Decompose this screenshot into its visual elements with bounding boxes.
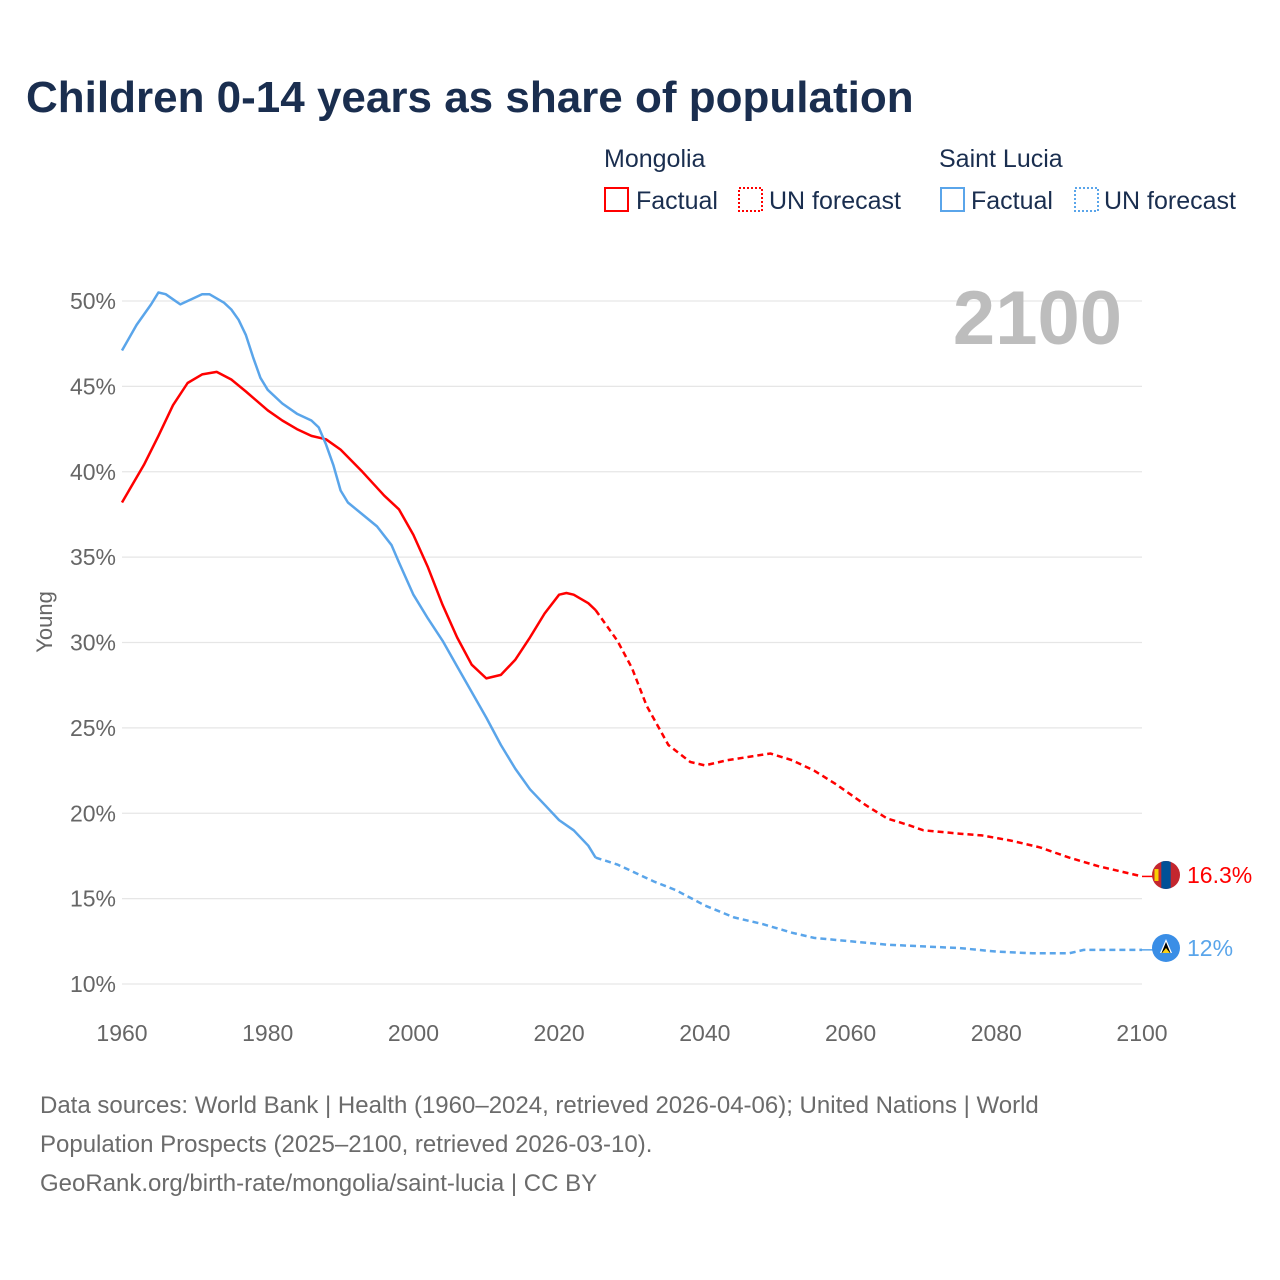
y-tick-label: 30% <box>70 630 116 656</box>
x-tick-label: 2020 <box>534 1020 585 1046</box>
mongolia-forecast-line <box>594 609 1143 878</box>
y-axis-label: Young <box>32 591 57 653</box>
gridlines <box>122 300 1142 985</box>
y-tick-label: 50% <box>70 288 116 314</box>
legend-swatch-saint-lucia-forecast <box>1074 187 1099 212</box>
current-year-label: 2100 <box>953 276 1122 361</box>
legend-group-mongolia: Mongolia <box>604 145 706 173</box>
y-axis-ticks: 10% 15% 20% 25% 30% 35% 40% 45% 50% <box>70 288 116 997</box>
footer-sources: Data sources: World Bank | Health (1960–… <box>40 1086 1220 1203</box>
legend-swatch-mongolia-forecast <box>738 187 763 212</box>
footer-line: Population Prospects (2025–2100, retriev… <box>40 1131 653 1158</box>
x-tick-label: 1980 <box>242 1020 293 1046</box>
mongolia-flag-icon <box>1152 861 1180 889</box>
legend-swatch-saint-lucia-factual <box>940 187 965 212</box>
saint-lucia-forecast-line <box>595 856 1142 955</box>
legend-group-saint-lucia: Saint Lucia <box>939 145 1063 173</box>
x-tick-label: 2000 <box>388 1020 439 1046</box>
series-lines <box>120 291 1154 955</box>
mongolia-factual-line <box>120 370 597 680</box>
legend: Mongolia Factual UN forecast Saint Lucia… <box>604 145 1236 215</box>
chart-title: Children 0-14 years as share of populati… <box>26 73 914 122</box>
y-tick-label: 35% <box>70 544 116 570</box>
y-tick-label: 10% <box>70 971 116 997</box>
y-tick-label: 45% <box>70 373 116 399</box>
x-tick-label: 2100 <box>1116 1020 1167 1046</box>
mongolia-end-label: 16.3% <box>1187 862 1252 888</box>
y-tick-label: 20% <box>70 800 116 826</box>
y-tick-label: 15% <box>70 886 116 912</box>
legend-saint-lucia-forecast[interactable]: UN forecast <box>1104 187 1236 215</box>
saint-lucia-factual-line <box>120 291 597 859</box>
saint-lucia-flag-icon <box>1152 934 1180 962</box>
x-tick-label: 1960 <box>96 1020 147 1046</box>
legend-swatch-mongolia-factual <box>604 187 629 212</box>
x-axis-ticks: 1960 1980 2000 2020 2040 2060 2080 2100 <box>96 1020 1167 1046</box>
y-tick-label: 25% <box>70 715 116 741</box>
legend-mongolia-factual[interactable]: Factual <box>636 187 718 215</box>
y-tick-label: 40% <box>70 459 116 485</box>
legend-saint-lucia-factual[interactable]: Factual <box>971 187 1053 215</box>
saint-lucia-end-label: 12% <box>1187 935 1233 961</box>
x-tick-label: 2080 <box>971 1020 1022 1046</box>
legend-mongolia-forecast[interactable]: UN forecast <box>769 187 901 215</box>
x-tick-label: 2040 <box>679 1020 730 1046</box>
x-tick-label: 2060 <box>825 1020 876 1046</box>
footer-link[interactable]: GeoRank.org/birth-rate/mongolia/saint-lu… <box>40 1170 598 1197</box>
footer-line: Data sources: World Bank | Health (1960–… <box>40 1092 1039 1119</box>
